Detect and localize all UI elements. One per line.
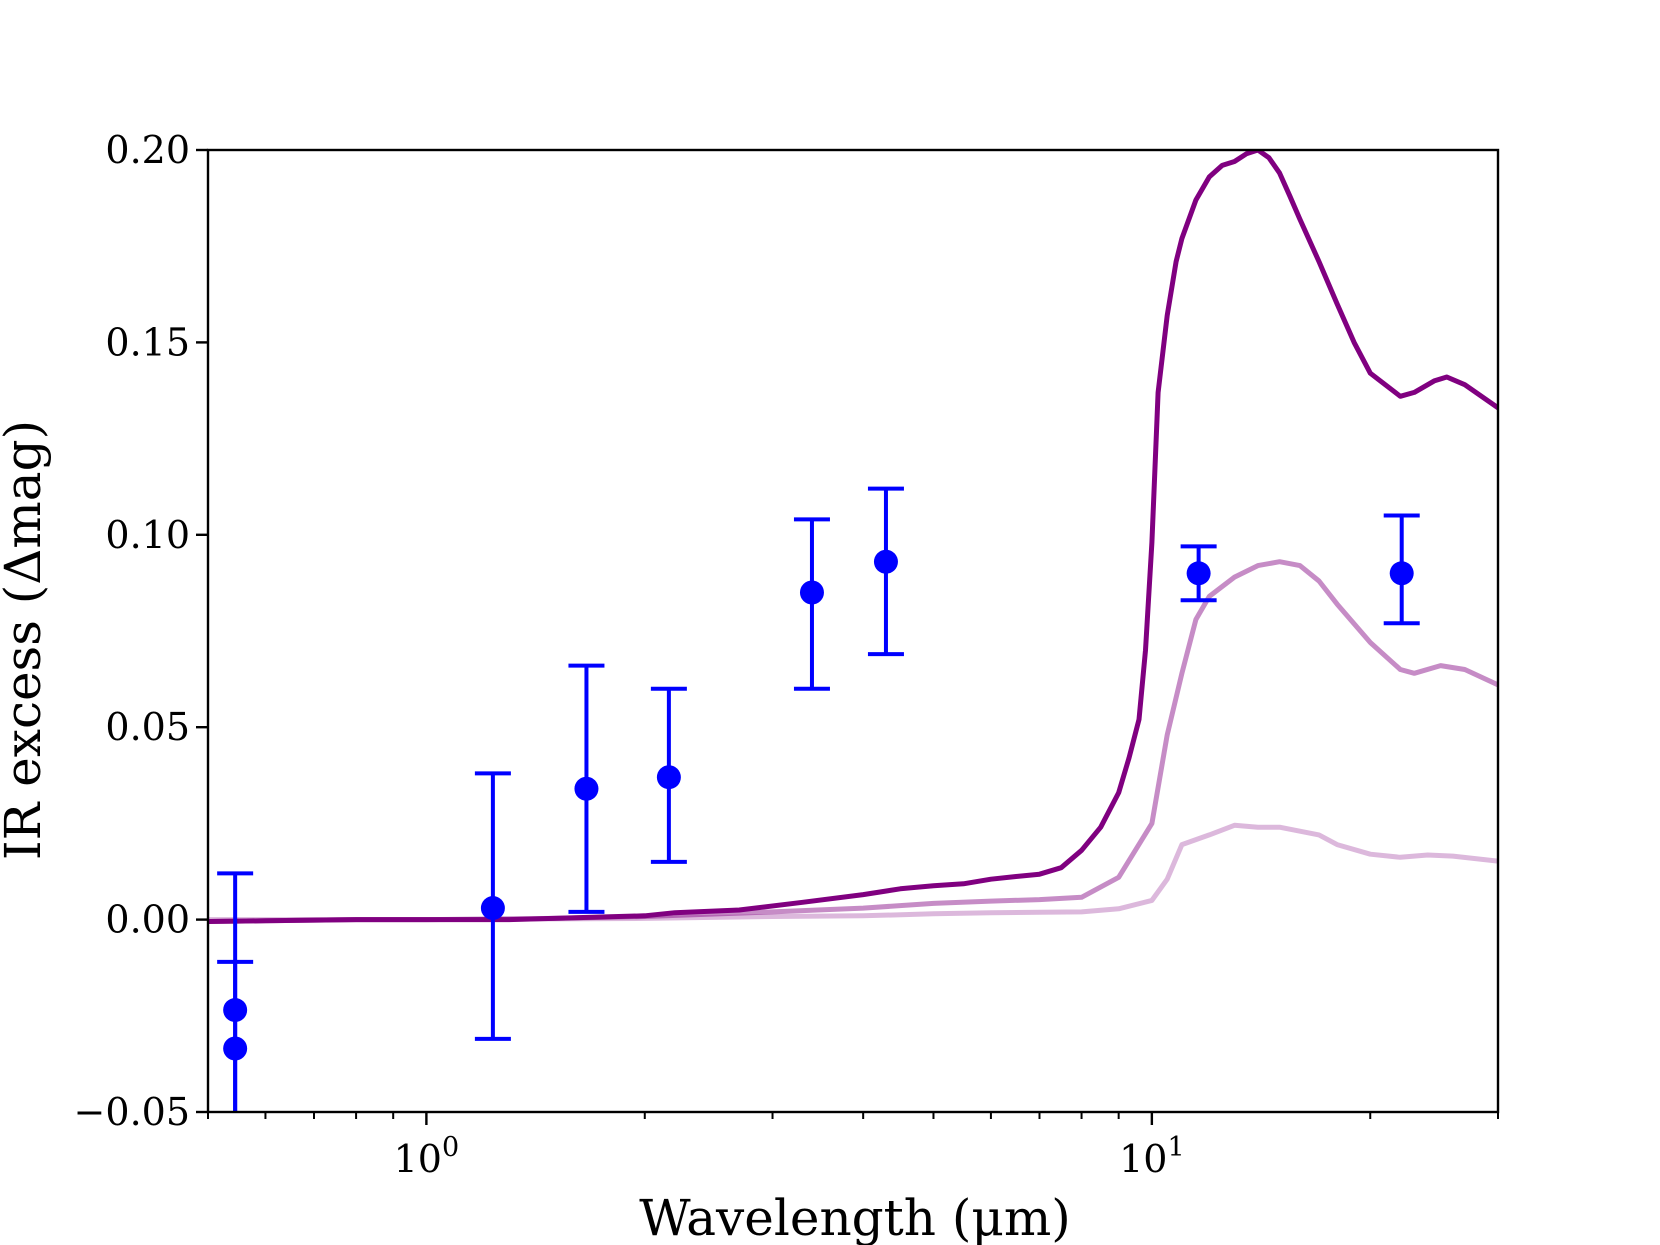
y-tick-label: 0.10 xyxy=(105,513,190,557)
y-tick-label: 0.00 xyxy=(105,898,190,942)
model-lines xyxy=(208,150,1498,924)
observed-points xyxy=(217,486,1420,1112)
data-point-6 xyxy=(867,486,904,657)
data-marker xyxy=(1186,561,1211,586)
data-marker xyxy=(480,896,505,921)
data-point-4 xyxy=(650,686,687,864)
data-point-3 xyxy=(568,663,605,914)
data-point-5 xyxy=(793,517,830,691)
x-axis-label: Wavelength (μm) xyxy=(639,1189,1071,1245)
x-tick-label: 101 xyxy=(1119,1132,1185,1181)
data-point-8 xyxy=(1383,513,1420,626)
data-point-7 xyxy=(1180,544,1217,603)
axis-ticks: −0.05 0.00 0.05 0.10 0.15 0.20 100 101 xyxy=(74,128,1499,1181)
y-tick-label: 0.20 xyxy=(105,128,190,172)
series-line-model-strong xyxy=(208,150,1498,924)
series-line-model-weak xyxy=(208,822,1498,923)
x-tick-label: 100 xyxy=(394,1132,460,1181)
data-point-1 xyxy=(217,959,254,1112)
data-marker xyxy=(656,765,681,790)
plot-frame xyxy=(206,148,1500,1114)
data-marker xyxy=(1389,561,1414,586)
data-marker xyxy=(799,580,824,605)
data-marker xyxy=(574,776,599,801)
y-tick-label: 0.05 xyxy=(105,705,190,749)
data-point-2 xyxy=(474,771,511,1041)
y-tick-label: 0.15 xyxy=(105,320,190,364)
y-axis-label: IR excess (Δmag) xyxy=(0,420,52,860)
series-line-model-medium xyxy=(208,559,1498,924)
data-marker xyxy=(223,1036,248,1061)
data-marker xyxy=(873,549,898,574)
y-tick-label: −0.05 xyxy=(74,1090,190,1134)
